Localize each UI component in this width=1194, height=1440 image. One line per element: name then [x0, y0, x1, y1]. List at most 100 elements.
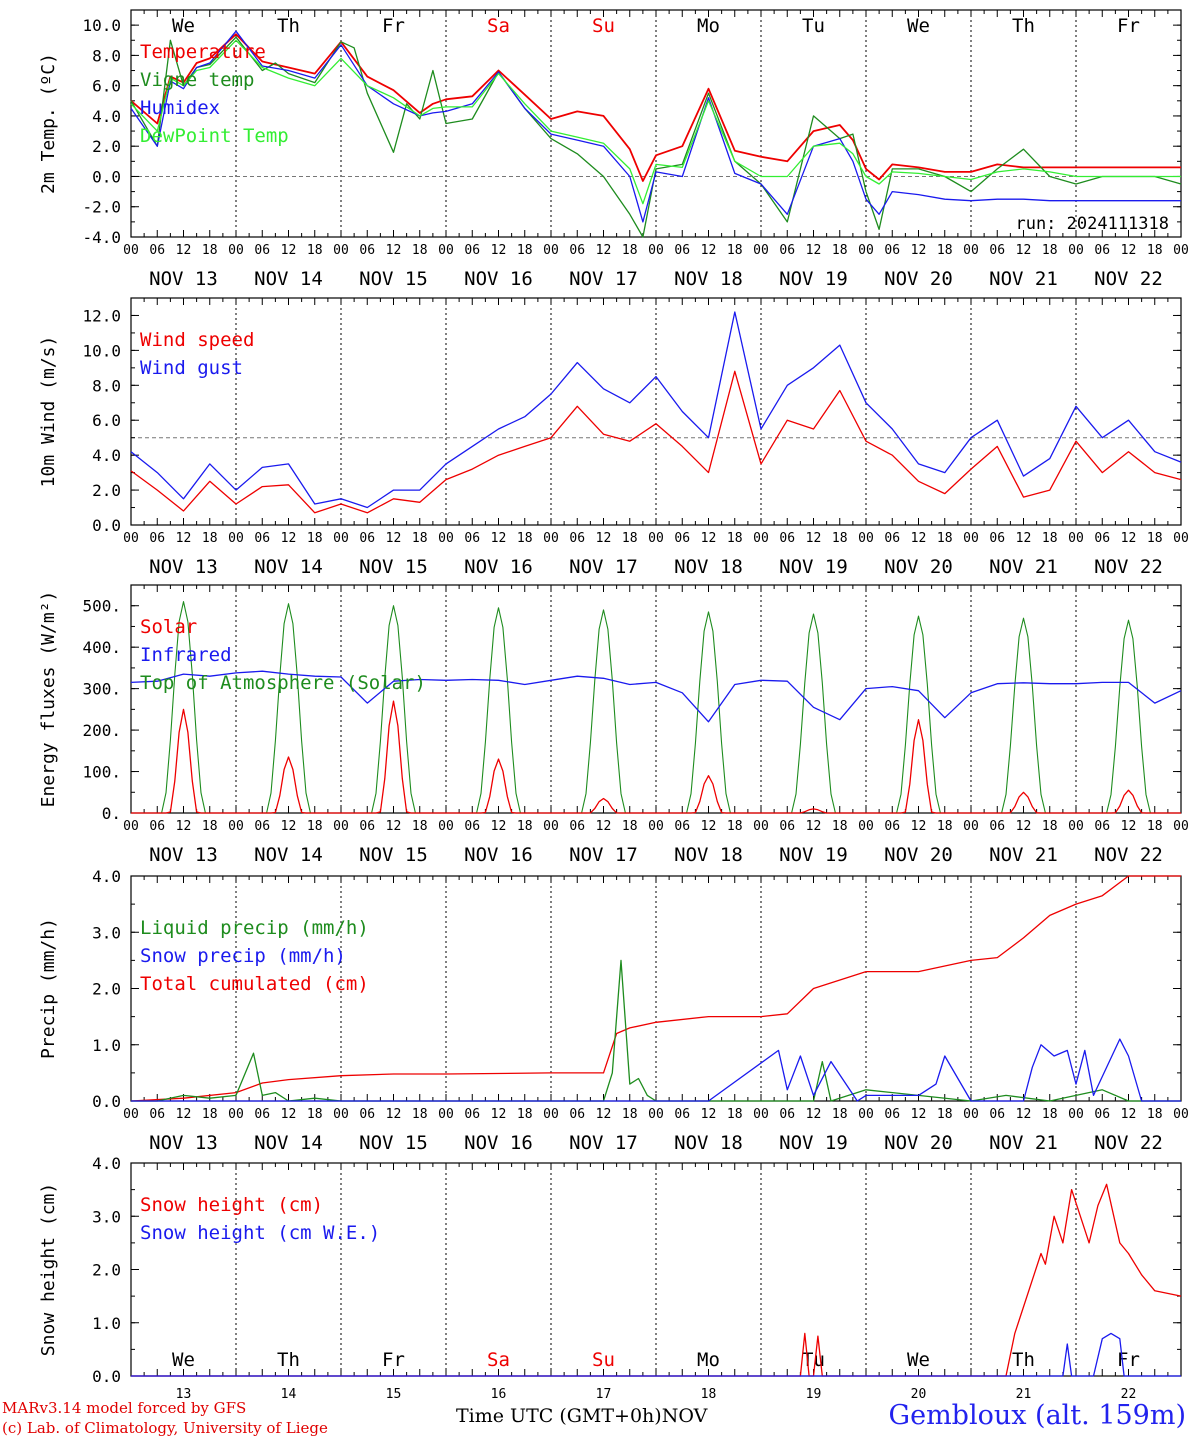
hour-label: 00 [123, 1107, 139, 1122]
hour-label: 00 [753, 531, 769, 546]
y-tick-label: 0.0 [92, 167, 121, 186]
y-tick-label: -4.0 [82, 228, 121, 247]
hour-label: 18 [412, 819, 428, 834]
hour-label: 06 [674, 243, 690, 258]
y-tick-label: 10.0 [82, 341, 121, 360]
hour-label: 18 [622, 531, 638, 546]
hour-label: 06 [149, 243, 165, 258]
date-label: NOV 17 [569, 268, 638, 290]
hour-label: 12 [491, 243, 507, 258]
hour-label: 00 [228, 1107, 244, 1122]
hour-label: 18 [1042, 1107, 1058, 1122]
x-axis-title: Time UTC (GMT+0h)NOV [456, 1405, 707, 1427]
x-axis-month: NOV [661, 1405, 708, 1427]
hour-label: 06 [464, 1107, 480, 1122]
hour-label: 06 [359, 819, 375, 834]
hour-label: 00 [753, 1107, 769, 1122]
hour-label: 06 [989, 243, 1005, 258]
hour-label: 00 [858, 243, 874, 258]
hour-label: 06 [569, 819, 585, 834]
day-number-label: 17 [596, 1387, 612, 1402]
hour-label: 12 [596, 1107, 612, 1122]
date-label: NOV 18 [674, 844, 743, 866]
day-number-label: 22 [1121, 1387, 1137, 1402]
hour-label: 18 [202, 819, 218, 834]
hour-label: 18 [1042, 243, 1058, 258]
hour-label: 06 [884, 243, 900, 258]
hour-label: 00 [963, 531, 979, 546]
hour-label: 12 [806, 819, 822, 834]
hour-label: 12 [701, 819, 717, 834]
hour-label: 06 [1094, 1107, 1110, 1122]
hour-label: 00 [228, 531, 244, 546]
date-label: NOV 19 [779, 844, 848, 866]
hour-label: 12 [281, 1107, 297, 1122]
hour-label: 18 [832, 531, 848, 546]
station-name: Gembloux (alt. 159m) [888, 1400, 1186, 1431]
weekday-label: We [907, 1349, 930, 1371]
hour-label: 00 [648, 1107, 664, 1122]
hour-label: 12 [176, 819, 192, 834]
day-number-label: 16 [491, 1387, 507, 1402]
plot-frame [130, 297, 1182, 526]
y-tick-label: 3.0 [92, 1207, 121, 1226]
hour-label: 18 [622, 819, 638, 834]
y-tick-label: 2.0 [92, 980, 121, 999]
hour-label: 12 [281, 243, 297, 258]
panel-3: 500. 400. 300. 200. 100. 0. Energy fluxes (W/m… [38, 584, 1189, 866]
hour-label: 06 [464, 531, 480, 546]
hour-label: 18 [1147, 243, 1163, 258]
hour-label: 18 [307, 819, 323, 834]
hour-label: 06 [674, 819, 690, 834]
hour-label: 00 [123, 243, 139, 258]
y-tick-label: 300. [82, 680, 121, 699]
date-label: NOV 15 [359, 268, 428, 290]
hour-label: 00 [1068, 819, 1084, 834]
hour-label: 06 [359, 531, 375, 546]
y-tick-label: -2.0 [82, 198, 121, 217]
plot-frame [130, 9, 1182, 238]
legend-entry: Snow precip (mm/h) [140, 945, 346, 967]
hour-label: 12 [176, 531, 192, 546]
hour-label: 18 [832, 1107, 848, 1122]
legend-entry: Wind speed [140, 329, 254, 351]
hour-label: 12 [386, 819, 402, 834]
hour-label: 06 [779, 819, 795, 834]
hour-label: 18 [1042, 531, 1058, 546]
hour-label: 00 [858, 1107, 874, 1122]
date-label: NOV 14 [254, 556, 323, 578]
hour-label: 12 [806, 243, 822, 258]
legend-entry: Humidex [140, 97, 220, 119]
hour-label: 00 [228, 243, 244, 258]
weekday-label: Fr [1117, 1349, 1140, 1371]
legend: Wind speed Wind gust [140, 329, 254, 379]
legend-entry: Total cumulated (cm) [140, 973, 369, 995]
y-axis-title: 2m Temp. (ºC) [38, 53, 59, 194]
hour-label: 00 [543, 243, 559, 258]
y-tick-label: 100. [82, 763, 121, 782]
legend: Solar Infrared Top of Atmosphere (Solar) [140, 616, 426, 694]
hour-label: 12 [281, 819, 297, 834]
date-label: NOV 22 [1094, 556, 1163, 578]
hour-label: 06 [149, 1107, 165, 1122]
weekday-label: Fr [382, 15, 405, 37]
hour-label: 00 [1173, 819, 1189, 834]
hour-label: 18 [412, 531, 428, 546]
hour-label: 00 [753, 819, 769, 834]
hour-label: 00 [1173, 531, 1189, 546]
series-liquid-precip-mm-h [131, 959, 1181, 1102]
hour-label: 12 [1016, 1107, 1032, 1122]
hour-label: 18 [1147, 819, 1163, 834]
weekday-label: Fr [382, 1349, 405, 1371]
date-label: NOV 17 [569, 844, 638, 866]
hour-label: 00 [963, 243, 979, 258]
hour-label: 12 [491, 1107, 507, 1122]
hour-label: 06 [464, 819, 480, 834]
hour-label: 18 [517, 531, 533, 546]
legend-entry: Wind gust [140, 357, 243, 379]
hour-label: 00 [543, 1107, 559, 1122]
hour-label: 00 [753, 243, 769, 258]
weekday-label: Sa [487, 15, 510, 37]
date-label: NOV 18 [674, 556, 743, 578]
hour-label: 06 [884, 819, 900, 834]
